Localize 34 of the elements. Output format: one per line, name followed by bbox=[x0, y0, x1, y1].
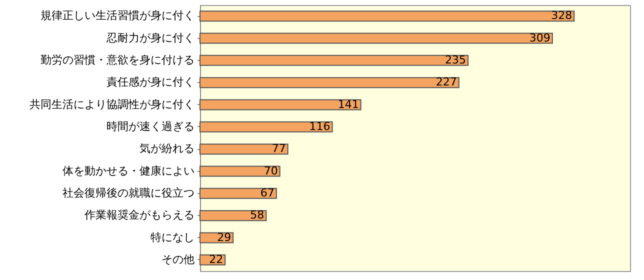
y-tick-label: 時間が速く過ぎる bbox=[106, 120, 194, 133]
data-label: 67 bbox=[260, 186, 274, 200]
bar bbox=[200, 10, 575, 22]
data-label: 235 bbox=[445, 53, 466, 66]
data-label: 58 bbox=[250, 208, 264, 222]
data-label: 227 bbox=[436, 76, 457, 89]
y-tick-label: 忍耐力が身に付く bbox=[106, 31, 194, 44]
data-label: 309 bbox=[529, 31, 550, 44]
bar bbox=[200, 32, 553, 44]
bar bbox=[200, 121, 333, 132]
data-label: 141 bbox=[338, 98, 359, 111]
data-label: 328 bbox=[551, 9, 572, 22]
bar bbox=[200, 210, 267, 222]
y-tick-label: 共同生活により協調性が身に付く bbox=[30, 98, 194, 111]
data-label: 70 bbox=[264, 164, 278, 178]
y-tick-label: 勤労の習慣・意欲を身に付ける bbox=[40, 53, 194, 66]
data-label: 22 bbox=[209, 252, 224, 266]
data-label: 29 bbox=[217, 230, 232, 244]
y-tick-label: 責任感が身に付く bbox=[106, 76, 194, 89]
data-label: 77 bbox=[272, 142, 286, 156]
bar bbox=[200, 188, 277, 199]
bar bbox=[200, 144, 288, 155]
y-tick-label: 特になし bbox=[150, 230, 194, 244]
y-tick-label: 体を動かせる・健康によい bbox=[62, 164, 194, 178]
y-tick-label: 規律正しい生活習慣が身に付く bbox=[40, 9, 194, 22]
bar bbox=[200, 166, 280, 177]
y-tick-label: 気が紛れる bbox=[140, 142, 194, 156]
bar bbox=[200, 99, 362, 110]
y-tick-label: 作業報奨金がもらえる bbox=[84, 208, 194, 222]
y-tick-label: その他 bbox=[162, 252, 194, 266]
y-tick-label: 社会復帰後の就職に役立つ bbox=[62, 186, 194, 200]
bar bbox=[200, 54, 469, 66]
bar bbox=[200, 77, 460, 88]
data-label: 116 bbox=[309, 120, 330, 133]
